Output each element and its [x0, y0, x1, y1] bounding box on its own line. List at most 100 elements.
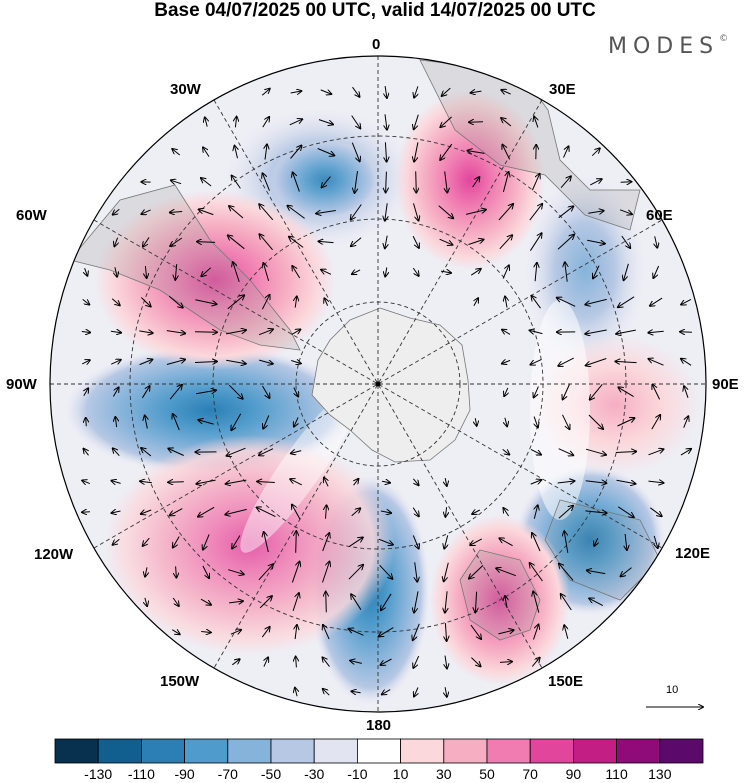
wind-vector: [616, 479, 636, 484]
wind-vector: [264, 657, 268, 667]
wind-vector: [558, 448, 574, 456]
wind-vector: [351, 237, 362, 246]
colorbar-tick-label: -130: [84, 766, 113, 782]
wind-vector: [168, 449, 184, 456]
wind-vector: [529, 233, 541, 251]
wind-vector: [502, 360, 511, 363]
wind-vector: [295, 688, 297, 697]
wind-vector: [295, 625, 297, 640]
wind-vector: [505, 596, 507, 609]
wind-vector: [291, 329, 301, 336]
wind-vector: [225, 330, 246, 335]
wind-vector: [624, 263, 629, 280]
wind-vector: [385, 86, 387, 98]
colorbar-swatch: [313, 738, 358, 764]
wind-vector: [501, 118, 512, 127]
wind-vector: [558, 206, 574, 219]
wind-vector: [502, 330, 511, 335]
colorbar-swatch: [227, 738, 272, 764]
wind-vector: [648, 481, 664, 483]
wind-vector: [226, 359, 246, 364]
wind-vector: [470, 624, 481, 639]
wind-vector: [585, 448, 606, 455]
wind-vector: [111, 298, 120, 306]
wind-vector: [563, 146, 569, 158]
wind-vector: [444, 562, 449, 582]
wind-vector: [385, 114, 387, 129]
wind-vector: [326, 505, 327, 519]
colorbar-tick-label: 30: [436, 766, 452, 782]
lon-label-60e: 60E: [646, 207, 673, 224]
wind-vector: [533, 625, 539, 640]
wind-vector: [385, 267, 387, 277]
wind-vector: [166, 331, 185, 334]
wind-vector: [259, 234, 273, 251]
wind-vector: [440, 116, 452, 127]
wind-vector: [290, 479, 303, 486]
colorbar-tick-label: 50: [479, 766, 495, 782]
wind-vector: [619, 209, 632, 214]
wind-vector: [287, 206, 305, 219]
lon-label-90e: 90E: [712, 376, 739, 393]
wind-vector: [561, 594, 572, 611]
colorbar-swatch: [54, 738, 99, 764]
wind-vector: [115, 267, 117, 276]
wind-vector: [648, 331, 664, 332]
wind-vector: [617, 506, 634, 517]
wind-vector: [351, 594, 362, 610]
copyright-mark: ©: [719, 34, 729, 44]
wind-vector: [322, 176, 331, 188]
colorbar-swatch: [486, 738, 531, 764]
lon-label-30e: 30E: [549, 81, 576, 98]
wind-vector: [294, 387, 298, 397]
wind-vector: [145, 265, 146, 278]
wind-vector: [173, 414, 180, 431]
colorbar-swatch: [400, 738, 445, 764]
wind-vector: [412, 235, 419, 248]
wind-vector: [534, 505, 537, 519]
wind-vector: [296, 657, 297, 668]
wind-vector: [594, 537, 598, 546]
wind-vector: [585, 298, 607, 304]
wind-vector: [681, 298, 692, 304]
wind-vector: [445, 687, 447, 697]
wind-vector: [168, 482, 184, 483]
wind-vector: [652, 385, 661, 400]
wind-vector: [350, 661, 362, 664]
wind-vector: [530, 480, 542, 485]
wind-vector: [110, 331, 121, 332]
lon-label-150e: 150E: [548, 673, 584, 690]
wind-vector: [565, 262, 567, 282]
wind-vector: [498, 630, 513, 635]
wind-vector: [203, 147, 210, 157]
wind-vector: [558, 506, 573, 519]
wind-vector: [352, 270, 361, 274]
wind-vector: [351, 508, 361, 517]
wind-vector: [197, 242, 216, 243]
wind-vector: [289, 119, 302, 126]
wind-vector: [318, 119, 333, 125]
reference-vector-label: 10: [666, 684, 679, 696]
wind-vector: [381, 658, 392, 665]
wind-vector: [143, 237, 150, 246]
wind-vector: [501, 90, 511, 94]
map-boundary: [49, 55, 707, 713]
wind-vector: [471, 91, 482, 93]
wind-vector: [200, 598, 211, 605]
wind-vector: [205, 117, 207, 127]
wind-vector: [194, 362, 217, 363]
wind-vector: [586, 358, 607, 366]
wind-vector: [590, 383, 603, 399]
wind-vector: [198, 506, 215, 516]
lon-label-150w: 150W: [160, 673, 200, 690]
lon-label-180: 180: [366, 717, 392, 734]
wind-vector: [593, 265, 600, 279]
wind-vector: [558, 357, 574, 366]
wind-vector: [414, 142, 419, 161]
wind-vector: [261, 295, 269, 310]
wind-vector: [291, 562, 299, 583]
lon-label-120e: 120E: [675, 545, 711, 562]
wind-vector: [590, 179, 601, 186]
wind-vector: [615, 361, 637, 362]
